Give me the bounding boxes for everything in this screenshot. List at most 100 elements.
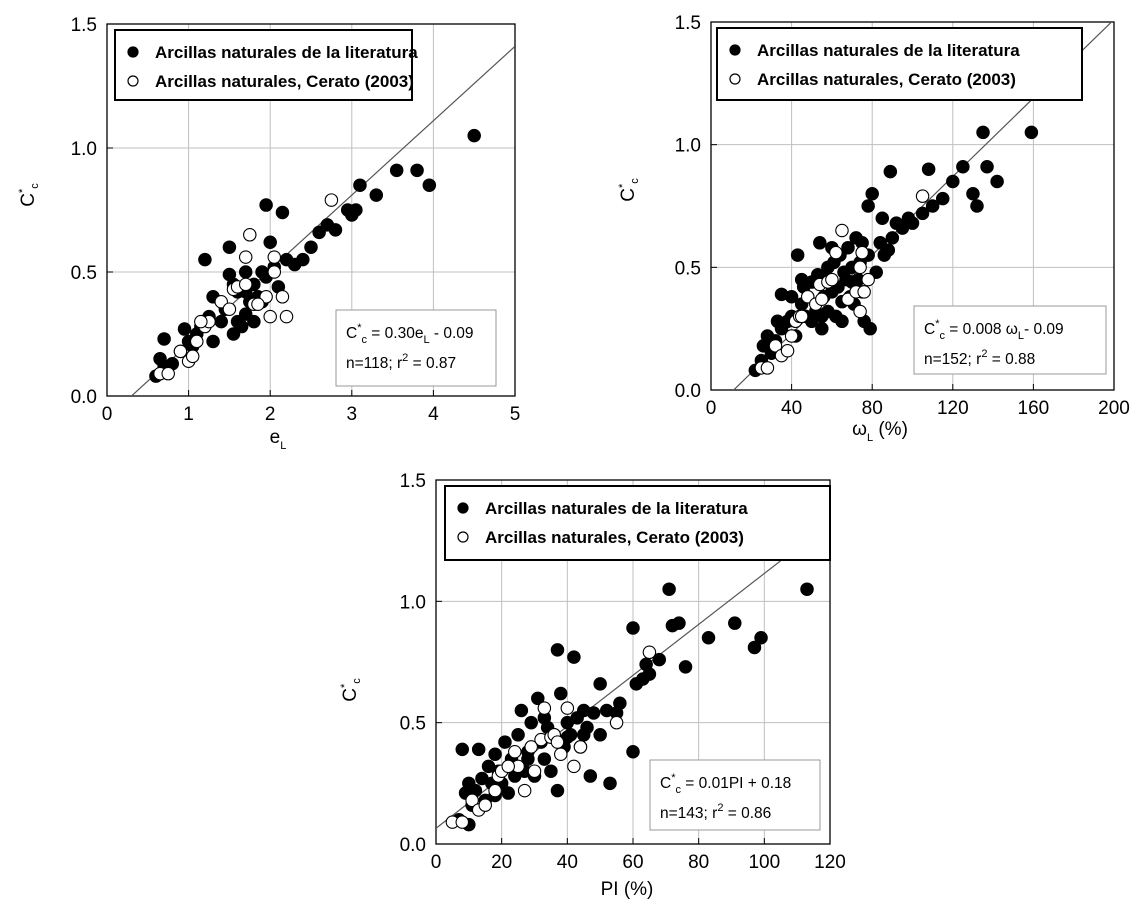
- data-point-cerato: [794, 309, 809, 324]
- legend: Arcillas naturales de la literatura Arcil…: [716, 27, 1083, 101]
- data-point-literatura: [328, 223, 343, 237]
- data-point-literatura: [422, 178, 437, 192]
- plot-area: [130, 45, 515, 396]
- legend: Arcillas naturales de la literatura Arcil…: [444, 485, 831, 561]
- data-point-cerato: [238, 250, 253, 264]
- x-tick-label: 200: [1098, 398, 1130, 419]
- x-tick-label: 4: [428, 404, 439, 425]
- x-tick-label: 40: [557, 852, 578, 873]
- data-point-literatura: [567, 650, 581, 664]
- data-point-literatura: [296, 252, 310, 267]
- x-tick-label: 0: [706, 398, 717, 419]
- data-point-literatura: [915, 206, 930, 221]
- data-point-literatura: [815, 309, 829, 324]
- data-point-cerato: [853, 304, 867, 319]
- data-point-literatura: [784, 290, 799, 304]
- data-point-literatura: [514, 703, 529, 718]
- data-point-literatura: [157, 332, 171, 346]
- data-point-literatura: [234, 319, 249, 334]
- data-point-literatura: [642, 667, 657, 681]
- x-tick-label: 3: [347, 404, 358, 425]
- data-point-literatura: [511, 728, 525, 742]
- data-point-literatura: [966, 186, 980, 201]
- data-point-literatura: [672, 616, 686, 630]
- y-tick-label: 1.5: [400, 471, 426, 492]
- data-point-literatura: [925, 199, 940, 213]
- y-tick-label: 1.5: [71, 15, 97, 36]
- data-point-literatura: [678, 660, 693, 674]
- data-point-literatura: [304, 240, 318, 254]
- data-point-literatura: [815, 321, 829, 336]
- data-point-literatura: [701, 630, 716, 645]
- x-tick-label: 160: [1018, 398, 1050, 419]
- data-point-literatura: [626, 621, 640, 635]
- data-point-literatura: [247, 314, 261, 329]
- y-tick-label: 0.0: [675, 381, 701, 402]
- data-point-literatura: [835, 314, 849, 329]
- data-point-literatura: [550, 643, 565, 657]
- data-point-cerato: [251, 297, 265, 311]
- data-point-cerato: [815, 292, 829, 306]
- legend-label: Arcillas naturales, Cerato (2003): [485, 528, 744, 547]
- data-point-cerato: [835, 223, 849, 238]
- data-point-literatura: [813, 236, 827, 250]
- equation-frame: [913, 305, 1107, 375]
- y-tick-label: 1.5: [675, 13, 701, 34]
- data-point-cerato: [263, 309, 277, 324]
- legend-box: [444, 485, 831, 561]
- data-point-literatura: [369, 188, 384, 202]
- data-point-literatura: [177, 322, 192, 336]
- data-point-cerato: [760, 361, 775, 375]
- data-point-literatura: [652, 652, 667, 667]
- data-point-literatura: [576, 728, 591, 742]
- legend-label: Arcillas naturales de la literatura: [485, 499, 748, 518]
- data-point-literatura: [976, 125, 990, 140]
- data-point-literatura: [1024, 125, 1039, 140]
- fit-stats-text: n=152; r2 = 0.88: [924, 348, 1035, 368]
- legend-label: Arcillas naturales de la literatura: [155, 43, 418, 62]
- data-point-literatura: [861, 199, 875, 213]
- plot-frame: [710, 21, 1115, 391]
- legend-marker-filled: [729, 44, 741, 56]
- data-point-literatura: [800, 582, 814, 596]
- fit-stats-text: n=118; r2 = 0.87: [346, 352, 456, 372]
- data-point-literatura: [259, 198, 273, 212]
- data-point-literatura: [471, 742, 486, 757]
- equation-frame: [649, 759, 821, 831]
- fit-stats-text: n=143; r2 = 0.86: [660, 802, 771, 822]
- data-point-literatura: [883, 164, 898, 179]
- data-point-literatura: [990, 174, 1004, 189]
- data-point-literatura: [728, 616, 742, 630]
- data-point-cerato: [857, 285, 871, 299]
- legend-label: Arcillas naturales de la literatura: [757, 41, 1020, 60]
- data-point-literatura: [754, 630, 768, 645]
- data-point-literatura: [865, 186, 879, 201]
- x-tick-label: 60: [622, 852, 643, 873]
- plot-area: [436, 521, 830, 832]
- data-point-cerato: [825, 272, 839, 287]
- x-tick-label: 0: [102, 404, 113, 425]
- data-point-cerato: [508, 745, 522, 759]
- data-point-cerato: [768, 339, 783, 353]
- equation-box: C*c = 0.30eL - 0.09 n=118; r2 = 0.87: [335, 309, 497, 387]
- plot-frame: [106, 23, 516, 397]
- y-tick-label: 0.0: [71, 387, 97, 408]
- data-point-cerato: [560, 701, 575, 715]
- equation-text: C*c = 0.01PI + 0.18: [660, 772, 791, 796]
- data-point-literatura: [747, 640, 762, 655]
- data-point-cerato: [238, 277, 253, 292]
- data-point-literatura: [455, 742, 470, 757]
- data-point-cerato: [455, 815, 470, 829]
- x-tick-label: 40: [781, 398, 802, 419]
- data-point-cerato: [527, 764, 542, 778]
- data-point-literatura: [794, 272, 809, 287]
- data-point-literatura: [935, 191, 950, 206]
- data-point-cerato: [784, 329, 799, 343]
- data-point-literatura: [353, 178, 367, 192]
- data-point-cerato: [194, 314, 208, 329]
- data-point-cerato: [501, 759, 515, 774]
- data-point-cerato: [537, 701, 552, 715]
- data-point-literatura: [603, 776, 617, 791]
- data-point-literatura: [593, 728, 607, 742]
- data-point-cerato: [567, 759, 581, 774]
